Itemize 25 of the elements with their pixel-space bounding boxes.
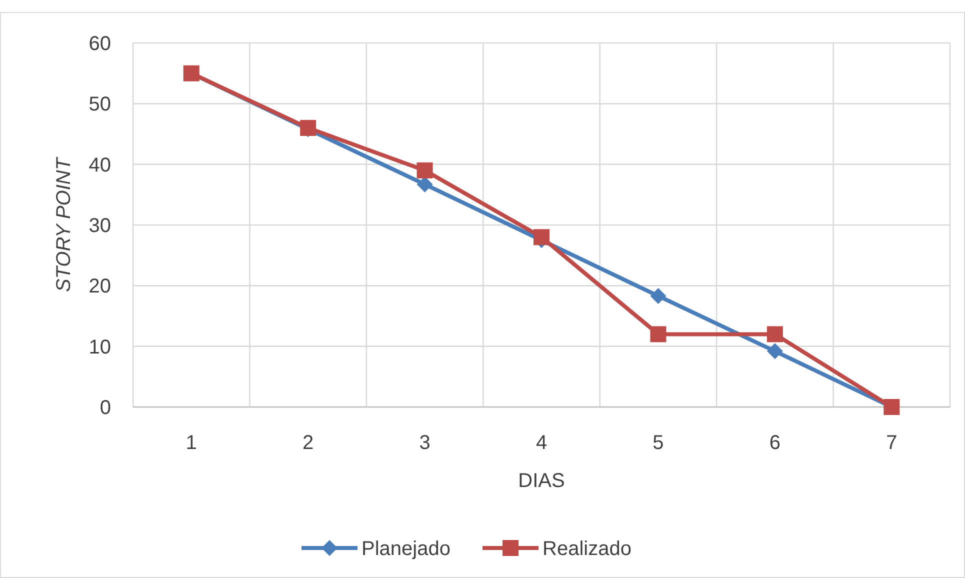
- legend-label: Realizado: [542, 538, 632, 560]
- point: [650, 326, 666, 342]
- y-tick-label: 40: [88, 154, 111, 176]
- point: [534, 229, 550, 246]
- point: [766, 326, 783, 342]
- x-tick-label: 4: [536, 432, 548, 454]
- legend-label: Planejado: [362, 538, 450, 560]
- y-tick-label: 0: [100, 397, 111, 419]
- x-tick-label: 3: [419, 432, 430, 454]
- y-tick-label: 50: [88, 94, 111, 116]
- x-tick-label: 5: [652, 432, 664, 454]
- x-axis-title: DIAS: [518, 470, 565, 492]
- point: [650, 288, 666, 304]
- x-tick-label: 1: [186, 432, 197, 454]
- y-tick-label: 60: [88, 33, 111, 55]
- x-tick-label: 2: [302, 432, 314, 454]
- x-tick-label: 7: [886, 432, 898, 454]
- x-tick-label: 6: [769, 432, 780, 454]
- y-axis-title: STORY POINT: [53, 156, 75, 292]
- point: [416, 176, 433, 192]
- y-tick-label: 20: [88, 276, 111, 298]
- y-tick-label: 30: [88, 215, 111, 237]
- point: [766, 343, 783, 360]
- point: [416, 162, 433, 178]
- y-tick-label: 10: [88, 336, 111, 358]
